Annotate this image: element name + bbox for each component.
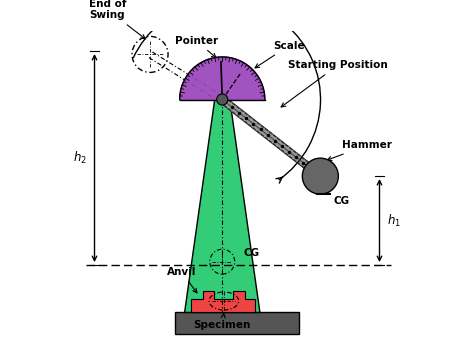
Text: Specimen: Specimen	[193, 314, 251, 330]
Text: $h_1$: $h_1$	[387, 213, 401, 229]
Polygon shape	[191, 291, 255, 312]
Text: Pointer: Pointer	[175, 36, 218, 57]
Text: CG: CG	[244, 248, 260, 258]
Text: $h_2$: $h_2$	[73, 150, 87, 166]
Bar	[175, 312, 299, 334]
Polygon shape	[184, 99, 260, 312]
Circle shape	[217, 94, 228, 105]
Text: CG: CG	[333, 196, 350, 206]
Text: Hammer: Hammer	[328, 140, 392, 160]
Text: Starting Position: Starting Position	[281, 60, 388, 107]
Circle shape	[302, 158, 338, 194]
Polygon shape	[180, 57, 265, 99]
Text: End of
Swing: End of Swing	[89, 0, 145, 39]
Text: Scale: Scale	[255, 41, 305, 68]
Text: Anvil: Anvil	[166, 267, 197, 293]
